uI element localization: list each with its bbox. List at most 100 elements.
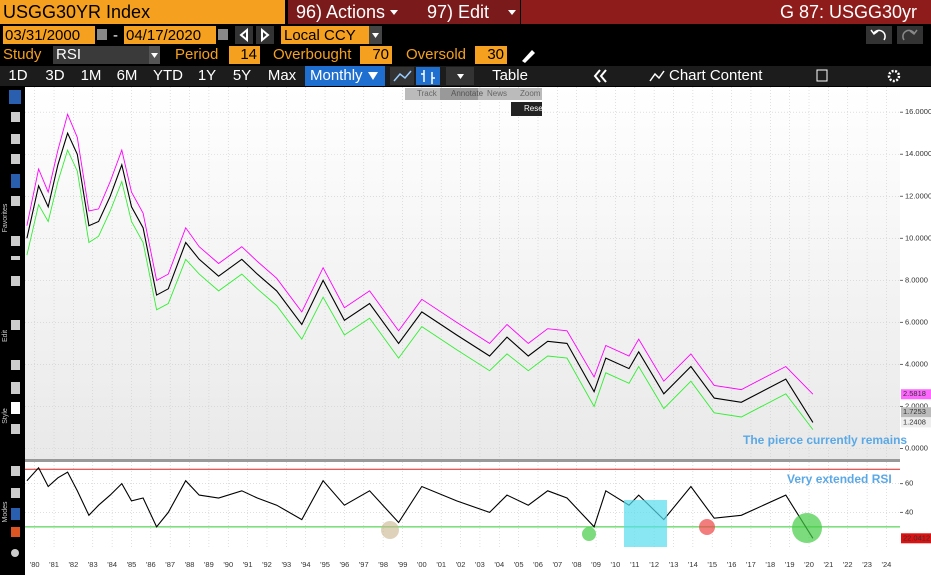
settings-icon[interactable]	[887, 69, 901, 83]
undo-button[interactable]	[866, 26, 892, 44]
x-tick-label: '24	[882, 560, 892, 569]
x-tick-label: '14	[688, 560, 698, 569]
x-tick-label: '95	[320, 560, 330, 569]
tool-icon[interactable]	[11, 276, 20, 286]
oversold-value: 30	[487, 46, 504, 63]
tool-icon[interactable]	[11, 488, 20, 498]
reset-label: Reset	[524, 104, 546, 113]
price-panel	[25, 87, 900, 459]
x-tick-label: '80	[30, 560, 40, 569]
tool-icon[interactable]	[11, 360, 20, 370]
period-button[interactable]: 6M	[117, 67, 138, 84]
y-tick-label: 8.0000	[905, 275, 928, 284]
tool-icon[interactable]	[11, 154, 20, 164]
tool-icon[interactable]	[11, 320, 20, 330]
x-tick-label: '15	[707, 560, 717, 569]
period-button[interactable]: 5Y	[233, 67, 251, 84]
period-button[interactable]: YTD	[153, 67, 183, 84]
tool-icon[interactable]	[11, 424, 20, 434]
currency-field[interactable]	[281, 26, 369, 44]
overbought-value: 70	[372, 46, 389, 63]
sidebar-label: Modes	[2, 501, 9, 523]
edit-icon[interactable]	[816, 69, 828, 82]
end-date-text: 04/17/2020	[126, 27, 201, 44]
study-field[interactable]	[53, 46, 160, 64]
x-tick-label: '04	[494, 560, 504, 569]
highlight	[381, 521, 399, 539]
tool-icon[interactable]	[11, 382, 20, 394]
frequency-button[interactable]	[305, 66, 385, 86]
edit-menu[interactable]: 97) Edit	[427, 2, 489, 22]
tool-icon[interactable]	[11, 466, 20, 476]
chart-content-button[interactable]: Chart Content	[669, 67, 763, 84]
start-date[interactable]	[3, 26, 95, 44]
tool-icon[interactable]	[11, 508, 20, 520]
tool-icon[interactable]	[11, 196, 20, 206]
end-date[interactable]	[124, 26, 216, 44]
bar-chart-button[interactable]	[416, 67, 440, 85]
pencil-icon[interactable]	[522, 50, 535, 63]
tool-icon[interactable]	[11, 174, 20, 188]
period-label: Period	[175, 46, 218, 63]
x-tick-label: '82	[69, 560, 79, 569]
axis-panel	[900, 87, 931, 547]
x-tick-label: '03	[475, 560, 485, 569]
tool-button[interactable]: Zoom	[520, 89, 541, 98]
period-button[interactable]: 1M	[81, 67, 102, 84]
x-tick-label: '10	[611, 560, 621, 569]
calendar-icon[interactable]	[218, 29, 228, 40]
tool-icon[interactable]	[11, 134, 20, 144]
overbought-field[interactable]	[360, 46, 392, 64]
redo-button[interactable]	[897, 26, 923, 44]
collapse-icon[interactable]	[593, 69, 607, 83]
dropdown-icon	[372, 33, 379, 38]
tool-icon[interactable]	[11, 549, 19, 557]
highlight	[624, 500, 667, 547]
tool-icon[interactable]	[9, 90, 21, 104]
highlight	[792, 513, 822, 543]
series-line	[26, 131, 814, 423]
x-tick-label: '11	[630, 560, 639, 569]
dropdown-icon	[457, 74, 464, 79]
highlight	[699, 519, 715, 535]
annotation: The pierce currently remains	[743, 433, 907, 447]
sidebar-label: Edit	[2, 330, 9, 342]
tool-icon[interactable]	[11, 402, 20, 414]
oversold-field[interactable]	[475, 46, 507, 64]
oversold-label: Oversold	[406, 46, 466, 63]
prev-button[interactable]	[235, 26, 253, 44]
x-tick-label: '91	[243, 560, 253, 569]
security-field[interactable]	[0, 0, 285, 24]
tool-icon[interactable]	[11, 256, 20, 260]
y-tick-label: 16.0000	[905, 107, 931, 116]
period-button[interactable]: 1D	[8, 67, 27, 84]
table-button[interactable]: Table	[492, 67, 528, 84]
security: USGG30YR Index	[3, 2, 150, 22]
series-line	[26, 112, 814, 395]
prev-icon	[239, 27, 248, 43]
study-name: RSI	[56, 46, 81, 63]
next-button[interactable]	[256, 26, 274, 44]
tool-icon[interactable]	[11, 112, 20, 122]
tool-button[interactable]: Track	[417, 89, 438, 98]
period-button[interactable]: Max	[268, 67, 297, 84]
overbought-label: Overbought	[273, 46, 352, 63]
tool-icon[interactable]	[11, 527, 20, 537]
period-button[interactable]: 1Y	[198, 67, 216, 84]
chart-tools: Track Annotate News Zoom Reset	[405, 88, 546, 116]
tool-button[interactable]: Annotate	[451, 89, 484, 98]
last-value-label: 1.7253	[903, 407, 926, 416]
calendar-icon[interactable]	[97, 29, 107, 40]
actions-menu[interactable]: 96) Actions	[296, 2, 385, 22]
reset-button[interactable]	[511, 102, 542, 116]
period-button[interactable]: 3D	[45, 67, 64, 84]
range-separator: -	[113, 27, 118, 44]
frequency: Monthly	[310, 67, 363, 84]
next-icon	[261, 27, 270, 43]
period-field[interactable]	[229, 46, 260, 64]
undo-icon	[870, 29, 886, 41]
x-tick-label: '86	[146, 560, 156, 569]
tool-icon[interactable]	[11, 236, 20, 246]
dropdown-icon	[390, 10, 398, 15]
tool-button[interactable]: News	[487, 89, 507, 98]
